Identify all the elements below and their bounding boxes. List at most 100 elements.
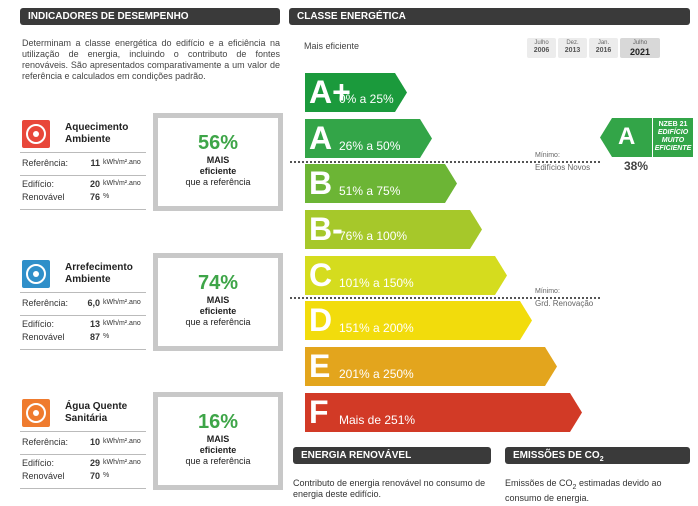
period-month: Dez. — [566, 40, 579, 46]
row-label: Renovável — [22, 471, 65, 481]
row-unit: kWh/m².ano — [103, 299, 141, 306]
most-efficient: Mais eficiente — [304, 41, 360, 51]
threshold-sub: Edifícios Novos — [535, 163, 591, 172]
row-unit: kWh/m².ano — [103, 180, 141, 187]
class-range: 76% a 100% — [339, 229, 408, 243]
period-month: Jan. — [597, 40, 610, 46]
comparison-box: 56% MAIS eficiente que a referência — [153, 113, 283, 211]
comparison-ref: que a referência — [185, 317, 251, 327]
comparison-more: MAIS — [206, 434, 230, 444]
emissions-title: EMISSÕES DE CO — [513, 450, 600, 461]
section-header: INDICADORES DE DESEMPENHO — [20, 8, 280, 25]
class-range: Mais de 251% — [339, 413, 416, 427]
comparison-efficient: eficiente — [199, 445, 237, 455]
row-value: 13 — [89, 319, 100, 329]
divider — [20, 488, 146, 489]
class-arrow: B 51% a 75% — [305, 164, 457, 203]
class-arrow: A 26% a 50% — [305, 119, 432, 158]
period-tab: Dez. 2013 — [558, 38, 587, 58]
threshold-label: Mínimo: — [535, 288, 560, 295]
row-value: 70 — [89, 471, 100, 481]
divider — [20, 175, 146, 176]
row-value: 76 — [89, 192, 100, 202]
class-arrow: D 151% a 200% — [305, 301, 532, 340]
indicator-icon — [22, 399, 50, 427]
threshold-sub: Grd. Renovação — [535, 299, 594, 308]
comparison-box: 74% MAIS eficiente que a referência — [153, 253, 283, 351]
indicator-name: Água Quente Sanitária — [65, 401, 128, 424]
divider — [20, 152, 146, 153]
row-value: 6,0 — [87, 298, 100, 308]
icon-glyph — [26, 124, 46, 144]
nzeb-line: MUITO — [661, 137, 685, 144]
section-header: ENERGIA RENOVÁVEL — [293, 447, 491, 464]
class-letter: E — [309, 348, 331, 384]
period-year: 2016 — [595, 47, 612, 54]
period-year: 2013 — [564, 47, 581, 54]
comparison-pct: 16% — [197, 411, 239, 433]
nzeb-line: EFICIENTE — [654, 145, 692, 152]
row-label: Referência: — [22, 437, 69, 447]
divider — [20, 292, 146, 293]
period-year: 2006 — [533, 47, 550, 54]
emissions-text-before: Emissões de CO — [505, 478, 573, 488]
period-month: Julho — [632, 40, 648, 46]
class-range: 26% a 50% — [339, 139, 401, 153]
class-letter: B — [309, 165, 333, 201]
class-range: 51% a 75% — [339, 184, 401, 198]
icon-glyph — [26, 264, 46, 284]
threshold-line — [290, 161, 600, 163]
row-label: Referência: — [22, 158, 69, 168]
emissions-text-after: estimadas devido ao consumo de energia. — [505, 478, 662, 503]
nzeb-badge: NZEB 21 EDIFÍCIO MUITO EFICIENTE — [653, 118, 693, 157]
section-header: EMISSÕES DE CO2 — [505, 447, 690, 464]
divider — [20, 431, 146, 432]
class-arrow: A+ 0% a 25% — [305, 73, 407, 112]
intro-text: Determinam a classe energética do edifíc… — [22, 38, 280, 81]
row-unit: kWh/m².ano — [103, 438, 141, 445]
row-value: 20 — [89, 179, 100, 189]
class-arrow: B- 76% a 100% — [305, 210, 482, 249]
class-range: 101% a 150% — [339, 276, 414, 290]
row-label: Edifício: — [22, 319, 55, 329]
divider — [20, 454, 146, 455]
class-arrow: C 101% a 150% — [305, 256, 507, 295]
row-label: Renovável — [22, 332, 65, 342]
indicator-name: Arrefecimento Ambiente — [65, 262, 133, 285]
comparison-more: MAIS — [206, 155, 230, 165]
result-letter: A — [618, 123, 636, 150]
class-arrow: F Mais de 251% — [305, 393, 582, 432]
class-letter: D — [309, 302, 333, 338]
class-arrow: E 201% a 250% — [305, 347, 557, 386]
threshold-line — [290, 297, 600, 299]
comparison-pct: 74% — [197, 272, 239, 294]
divider — [20, 349, 146, 350]
row-unit: % — [103, 333, 110, 340]
comparison-efficient: eficiente — [199, 166, 237, 176]
period-tab: Jan. 2016 — [589, 38, 618, 58]
class-range: 151% a 200% — [339, 321, 414, 335]
threshold-label: Mínimo: — [535, 152, 560, 159]
renewable-text: Contributo de energia renovável no consu… — [293, 478, 486, 499]
row-unit: kWh/m².ano — [103, 159, 141, 166]
icon-glyph — [26, 403, 46, 423]
period-year: 2021 — [629, 47, 651, 57]
class-letter: B- — [309, 211, 343, 247]
row-unit: kWh/m².ano — [103, 320, 141, 327]
class-letter: F — [309, 394, 329, 430]
comparison-ref: que a referência — [185, 456, 251, 466]
row-value: 87 — [89, 332, 100, 342]
row-value: 10 — [89, 437, 100, 447]
row-label: Edifício: — [22, 458, 55, 468]
nzeb-title: NZEB 21 — [658, 121, 688, 128]
indicator-icon — [22, 260, 50, 288]
class-letter: A+ — [309, 74, 351, 110]
row-unit: % — [103, 193, 110, 200]
period-tab: Julho 2021 — [620, 38, 660, 58]
row-label: Renovável — [22, 192, 65, 202]
divider — [20, 315, 146, 316]
comparison-pct: 56% — [197, 132, 239, 154]
result-arrow: A — [600, 118, 652, 157]
emissions-text-sub: 2 — [572, 483, 577, 491]
